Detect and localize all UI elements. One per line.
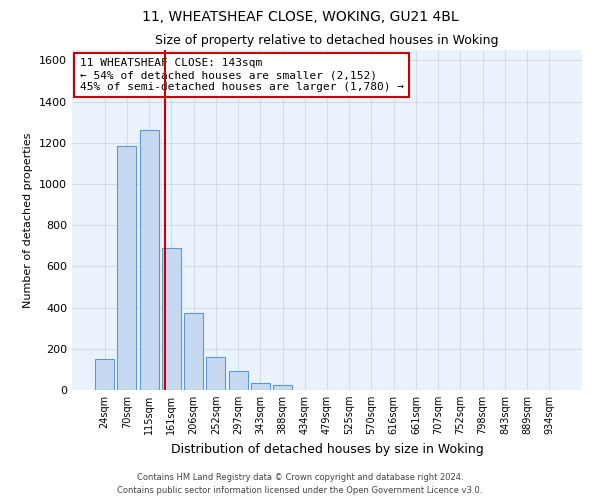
Bar [229,371,248,390]
Bar [162,248,181,390]
Y-axis label: Number of detached properties: Number of detached properties [23,132,34,308]
Bar [206,356,225,390]
Bar [118,146,136,390]
X-axis label: Distribution of detached houses by size in Woking: Distribution of detached houses by size … [170,442,484,456]
Text: 11 WHEATSHEAF CLOSE: 143sqm
← 54% of detached houses are smaller (2,152)
45% of : 11 WHEATSHEAF CLOSE: 143sqm ← 54% of det… [80,58,404,92]
Text: Contains HM Land Registry data © Crown copyright and database right 2024.
Contai: Contains HM Land Registry data © Crown c… [118,474,482,495]
Bar [184,312,203,390]
Bar [273,386,292,390]
Bar [251,383,270,390]
Bar [95,359,114,390]
Bar [140,130,158,390]
Text: 11, WHEATSHEAF CLOSE, WOKING, GU21 4BL: 11, WHEATSHEAF CLOSE, WOKING, GU21 4BL [142,10,458,24]
Title: Size of property relative to detached houses in Woking: Size of property relative to detached ho… [155,34,499,48]
